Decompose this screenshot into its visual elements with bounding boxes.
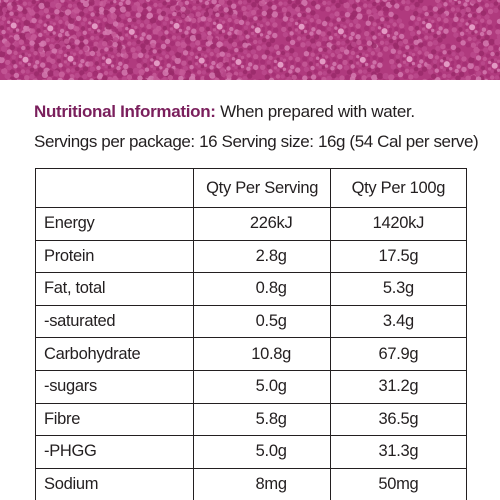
header-per-serving: Qty Per Serving <box>193 168 331 208</box>
table-row: -PHGG 5.0g 31.3g <box>34 435 468 469</box>
per-serving-value: 0.8g <box>193 272 331 306</box>
nutrition-table: Qty Per Serving Qty Per 100g Energy 226k… <box>34 168 468 500</box>
heading-note: When prepared with water. <box>220 102 415 121</box>
per-serving-value: 8mg <box>193 467 331 500</box>
per-100g-value: 31.3g <box>329 435 468 469</box>
per-serving-value: 5.0g <box>193 369 331 404</box>
nutrient-label: Protein <box>34 239 195 274</box>
nutrient-label: Carbohydrate <box>34 337 195 371</box>
table-row: Energy 226kJ 1420kJ <box>34 207 468 241</box>
table-row: Carbohydrate 10.8g 67.9g <box>34 337 468 371</box>
per-100g-value: 5.3g <box>329 272 468 306</box>
nutrition-heading: Nutritional Information: When prepared w… <box>34 101 415 123</box>
nutrient-label: Fat, total <box>34 272 195 306</box>
per-serving-value: 10.8g <box>193 337 331 371</box>
table-row: -saturated 0.5g 3.4g <box>34 304 468 339</box>
nutrient-label: Fibre <box>34 402 195 437</box>
per-serving-value: 5.0g <box>193 435 331 469</box>
per-100g-value: 31.2g <box>329 369 468 404</box>
nutrient-label: Energy <box>34 207 195 241</box>
serving-info: Servings per package: 16 Serving size: 1… <box>34 132 479 151</box>
per-100g-value: 1420kJ <box>329 207 468 241</box>
per-serving-value: 5.8g <box>193 402 331 437</box>
floral-pattern-icon <box>0 0 500 80</box>
decorative-banner <box>0 0 500 80</box>
per-serving-value: 2.8g <box>193 239 331 274</box>
table-row: Fat, total 0.8g 5.3g <box>34 272 468 306</box>
table-row: Fibre 5.8g 36.5g <box>34 402 468 437</box>
header-label-cell <box>34 168 195 208</box>
nutrient-label: -saturated <box>34 304 195 339</box>
table-row: Sodium 8mg 50mg <box>34 467 468 500</box>
per-100g-value: 67.9g <box>329 337 468 371</box>
table-row: -sugars 5.0g 31.2g <box>34 369 468 404</box>
per-serving-value: 0.5g <box>193 304 331 339</box>
nutrient-label: -sugars <box>34 369 195 404</box>
per-100g-value: 50mg <box>329 467 468 500</box>
per-serving-value: 226kJ <box>193 207 331 241</box>
header-per-100g: Qty Per 100g <box>329 168 468 208</box>
nutrient-label: Sodium <box>34 467 195 500</box>
per-100g-value: 3.4g <box>329 304 468 339</box>
per-100g-value: 17.5g <box>329 239 468 274</box>
heading-title: Nutritional Information: <box>34 102 216 121</box>
table-row: Protein 2.8g 17.5g <box>34 239 468 274</box>
table-header-row: Qty Per Serving Qty Per 100g <box>34 168 468 208</box>
nutrient-label: -PHGG <box>34 435 195 469</box>
per-100g-value: 36.5g <box>329 402 468 437</box>
